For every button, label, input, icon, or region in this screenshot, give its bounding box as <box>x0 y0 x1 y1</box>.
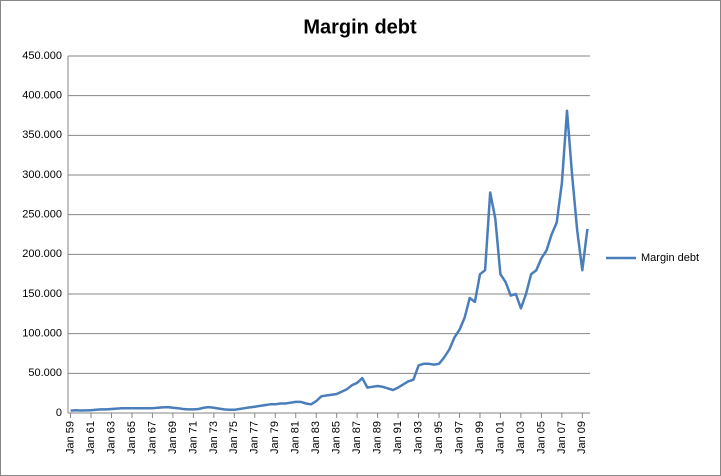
x-tick-label: Jan 91 <box>392 421 404 454</box>
data-line <box>70 109 589 412</box>
x-tick-label: Jan 95 <box>433 421 445 454</box>
x-tick-label: Jan 73 <box>208 421 220 454</box>
y-tick-label: 50.000 <box>28 367 62 379</box>
y-tick-label: 400.000 <box>22 90 62 102</box>
x-tick-label: Jan 85 <box>331 421 343 454</box>
y-tick-label: 150.000 <box>22 288 62 300</box>
x-tick-label: Jan 63 <box>105 421 117 454</box>
y-tick-label: 350.000 <box>22 129 62 141</box>
y-tick-label: 200.000 <box>22 248 62 260</box>
x-tick-label: Jan 81 <box>290 421 302 454</box>
y-tick-label: 300.000 <box>22 169 62 181</box>
x-tick-label: Jan 61 <box>85 421 97 454</box>
x-tick-label: Jan 71 <box>187 421 199 454</box>
x-tick-label: Jan 09 <box>576 421 588 454</box>
x-tick-label: Jan 65 <box>126 421 138 454</box>
y-tick-label: 250.000 <box>22 209 62 221</box>
x-tick-label: Jan 69 <box>167 421 179 454</box>
x-tick-label: Jan 07 <box>556 421 568 454</box>
y-tick-label: 100.000 <box>22 328 62 340</box>
x-tick-label: Jan 99 <box>474 421 486 454</box>
x-tick-label: Jan 59 <box>64 421 76 454</box>
chart-title: Margin debt <box>303 16 417 38</box>
x-tick-label: Jan 67 <box>146 421 158 454</box>
x-tick-label: Jan 89 <box>372 421 384 454</box>
x-tick-label: Jan 93 <box>412 421 424 454</box>
y-tick-label: 450.000 <box>22 50 62 62</box>
x-tick-label: Jan 05 <box>535 421 547 454</box>
x-tick-label: Jan 03 <box>515 421 527 454</box>
x-tick-label: Jan 75 <box>228 421 240 454</box>
x-tick-label: Jan 87 <box>351 421 363 454</box>
x-tick-label: Jan 79 <box>269 421 281 454</box>
x-tick-label: Jan 97 <box>453 421 465 454</box>
legend-label: Margin debt <box>641 252 699 264</box>
x-tick-label: Jan 83 <box>310 421 322 454</box>
x-tick-label: Jan 01 <box>494 421 506 454</box>
x-tick-label: Jan 77 <box>249 421 261 454</box>
y-tick-label: 0 <box>56 407 62 419</box>
